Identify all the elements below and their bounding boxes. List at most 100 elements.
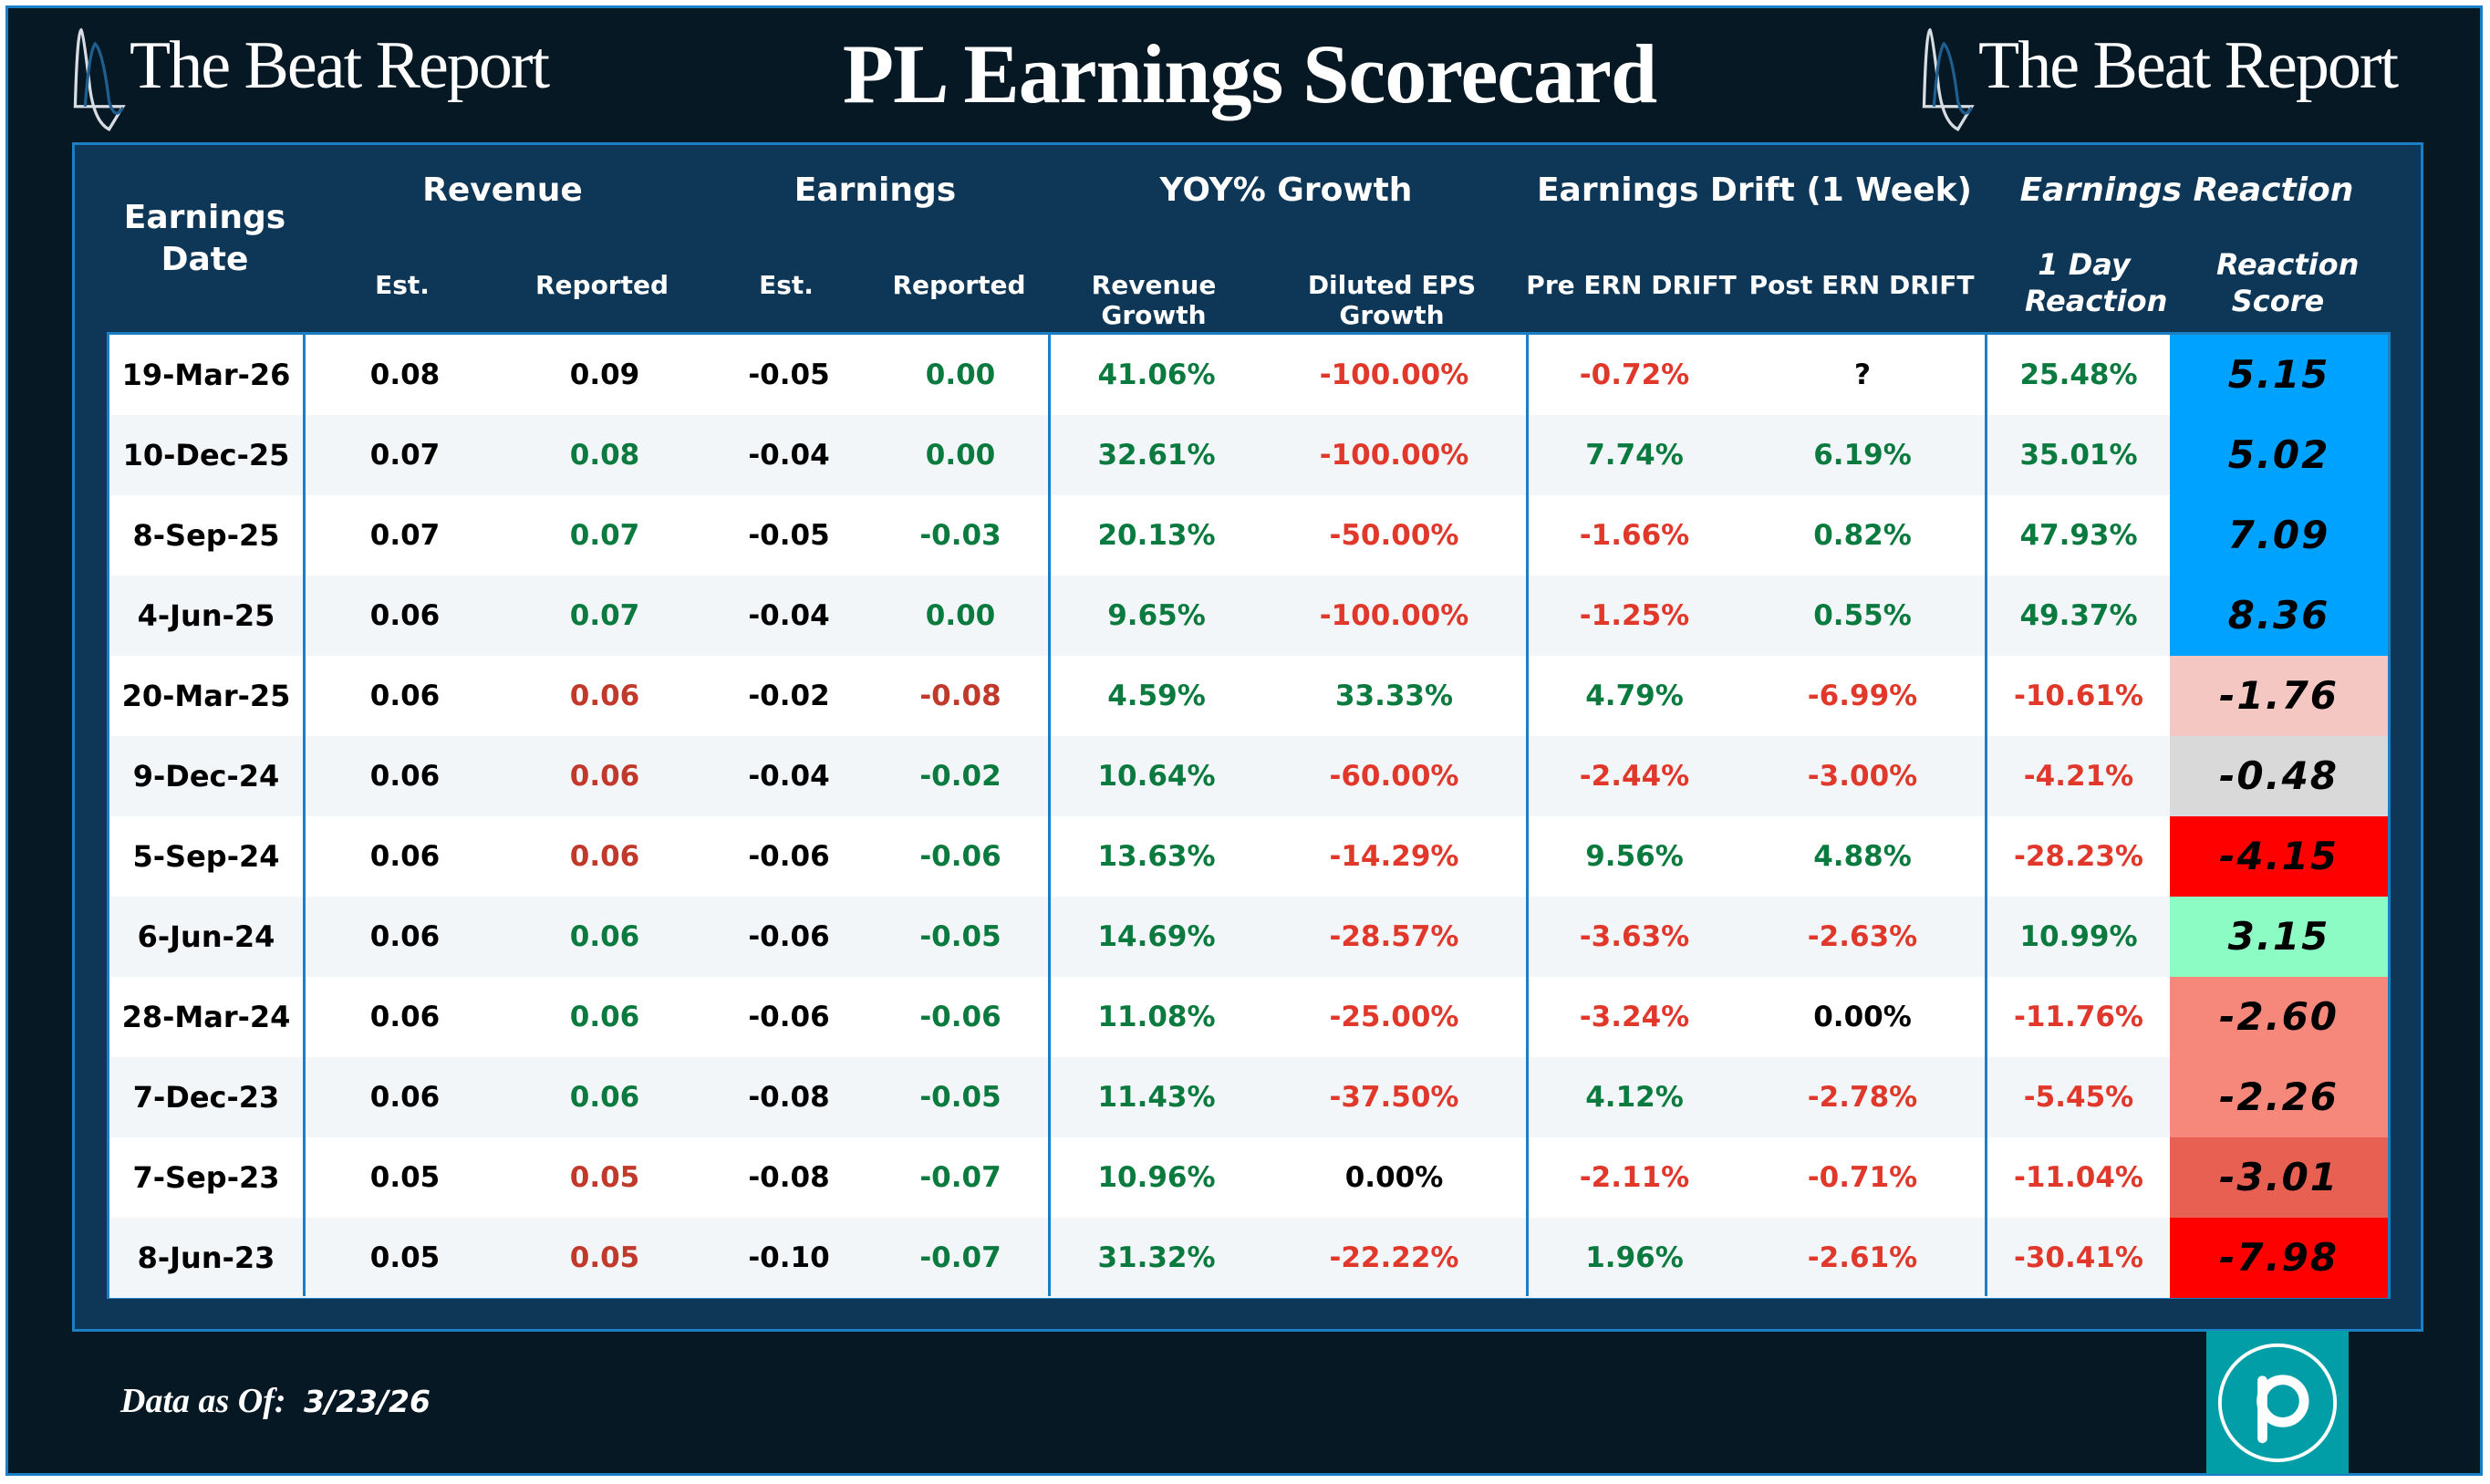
- cell-eps-growth: -22.22%: [1329, 1241, 1459, 1274]
- group-header-earnings: Earnings: [794, 171, 957, 209]
- cell-date: 4-Jun-25: [137, 598, 275, 633]
- cell-revenue-est: 0.06: [369, 760, 441, 793]
- cell-reaction-score: 5.02: [2170, 415, 2388, 495]
- table-row: 7-Dec-23 0.06 0.06 -0.08 -0.05 11.43% -37.50% 4…: [109, 1057, 2388, 1137]
- cell-eps-growth: -14.29%: [1329, 840, 1459, 873]
- cell-date: 8-Sep-25: [132, 518, 280, 553]
- table-row: 10-Dec-25 0.07 0.08 -0.04 0.00 32.61% -100.00%…: [109, 415, 2388, 495]
- cell-revenue-est: 0.08: [369, 358, 441, 391]
- cell-reaction-score: -3.01: [2170, 1137, 2388, 1218]
- cell-pre-drift: -2.11%: [1579, 1161, 1690, 1194]
- cell-1-day-reaction: 25.48%: [2019, 358, 2138, 391]
- column-divider: [1048, 335, 1051, 1296]
- wave-logo-icon: [1922, 27, 1975, 131]
- cell-revenue-reported: 0.06: [569, 840, 640, 873]
- column-header-revenue-est: Est.: [375, 270, 430, 300]
- cell-reaction-score: 5.15: [2170, 335, 2388, 415]
- cell-1-day-reaction: -11.76%: [2014, 1001, 2143, 1033]
- cell-reaction-score: -0.48: [2170, 736, 2388, 816]
- cell-1-day-reaction: -4.21%: [2023, 760, 2134, 793]
- column-header-eps-growth: Diluted EPS Growth: [1307, 270, 1477, 330]
- cell-post-drift: -2.78%: [1807, 1081, 1918, 1114]
- cell-date: 7-Dec-23: [132, 1080, 280, 1115]
- cell-post-drift: -3.00%: [1807, 760, 1918, 793]
- cell-earnings-reported: 0.00: [925, 358, 996, 391]
- cell-revenue-reported: 0.07: [569, 519, 640, 552]
- cell-1-day-reaction: 10.99%: [2019, 920, 2138, 953]
- cell-revenue-est: 0.06: [369, 599, 441, 632]
- cell-1-day-reaction: -28.23%: [2014, 840, 2143, 873]
- cell-reaction-score: 7.09: [2170, 495, 2388, 576]
- cell-revenue-growth: 9.65%: [1107, 599, 1206, 632]
- cell-revenue-reported: 0.06: [569, 760, 640, 793]
- data-as-of: Data as Of: 3/23/26: [120, 1381, 431, 1421]
- cell-post-drift: 6.19%: [1813, 439, 1912, 472]
- cell-revenue-reported: 0.05: [569, 1161, 640, 1194]
- cell-earnings-reported: -0.07: [919, 1161, 1001, 1194]
- cell-revenue-est: 0.07: [369, 519, 441, 552]
- group-header-earnings-reaction: Earnings Reaction: [2019, 171, 2354, 209]
- cell-revenue-growth: 11.43%: [1097, 1081, 1216, 1114]
- cell-revenue-growth: 41.06%: [1097, 358, 1216, 391]
- cell-eps-growth: 33.33%: [1334, 680, 1454, 712]
- cell-pre-drift: 4.79%: [1585, 680, 1684, 712]
- table-row: 28-Mar-24 0.06 0.06 -0.06 -0.06 11.08% -25.00%…: [109, 977, 2388, 1057]
- cell-earnings-est: -0.04: [748, 760, 830, 793]
- table-row: 6-Jun-24 0.06 0.06 -0.06 -0.05 14.69% -28.57% -…: [109, 897, 2388, 977]
- cell-revenue-est: 0.05: [369, 1161, 441, 1194]
- cell-revenue-growth: 13.63%: [1097, 840, 1216, 873]
- table-row: 5-Sep-24 0.06 0.06 -0.06 -0.06 13.63% -14.29% 9…: [109, 816, 2388, 897]
- cell-revenue-growth: 10.96%: [1097, 1161, 1216, 1194]
- cell-eps-growth: -60.00%: [1329, 760, 1459, 793]
- column-header-earnings-est: Est.: [759, 270, 814, 300]
- column-header-revenue-growth: Revenue Growth: [1091, 270, 1217, 330]
- cell-date: 19-Mar-26: [121, 358, 291, 392]
- cell-earnings-est: -0.04: [748, 439, 830, 472]
- brand-name-left: The Beat Report: [130, 27, 550, 103]
- group-header-yoy-growth: YOY% Growth: [1159, 171, 1413, 209]
- cell-eps-growth: 0.00%: [1344, 1161, 1444, 1194]
- cell-revenue-reported: 0.05: [569, 1241, 640, 1274]
- cell-eps-growth: -28.57%: [1329, 920, 1459, 953]
- cell-1-day-reaction: 47.93%: [2019, 519, 2138, 552]
- cell-revenue-growth: 32.61%: [1097, 439, 1216, 472]
- cell-revenue-reported: 0.06: [569, 920, 640, 953]
- column-header-revenue-reported: Reported: [534, 270, 669, 300]
- cell-revenue-growth: 14.69%: [1097, 920, 1216, 953]
- cell-earnings-reported: -0.06: [919, 1001, 1001, 1033]
- cell-earnings-reported: 0.00: [925, 439, 996, 472]
- cell-revenue-est: 0.07: [369, 439, 441, 472]
- group-header-earnings-drift: Earnings Drift (1 Week): [1536, 171, 1973, 209]
- cell-eps-growth: -100.00%: [1319, 599, 1469, 632]
- column-header-pre-drift: Pre ERN DRIFT: [1526, 270, 1737, 300]
- table-row: 4-Jun-25 0.06 0.07 -0.04 0.00 9.65% -100.00% -1…: [109, 576, 2388, 656]
- data-as-of-label: Data as Of:: [120, 1382, 286, 1420]
- table-row: 8-Jun-23 0.05 0.05 -0.10 -0.07 31.32% -22.22% 1…: [109, 1218, 2388, 1298]
- cell-reaction-score: -7.98: [2170, 1218, 2388, 1298]
- column-header-earnings-reported: Reported: [892, 270, 1026, 300]
- page-title: PL Earnings Scorecard: [842, 27, 1657, 120]
- cell-date: 5-Sep-24: [132, 839, 280, 874]
- cell-revenue-est: 0.06: [369, 840, 441, 873]
- cell-pre-drift: 1.96%: [1585, 1241, 1684, 1274]
- cell-eps-growth: -25.00%: [1329, 1001, 1459, 1033]
- column-divider: [1526, 335, 1529, 1296]
- cell-date: 8-Jun-23: [137, 1240, 275, 1275]
- column-header-reaction-score: Reaction Score: [2216, 247, 2360, 318]
- scorecard-table: 19-Mar-26 0.08 0.09 -0.05 0.00 41.06% -100.00%…: [107, 332, 2391, 1299]
- table-row: 8-Sep-25 0.07 0.07 -0.05 -0.03 20.13% -50.00% -…: [109, 495, 2388, 576]
- cell-earnings-est: -0.05: [748, 358, 830, 391]
- cell-earnings-reported: -0.03: [919, 519, 1001, 552]
- cell-post-drift: 0.55%: [1813, 599, 1912, 632]
- cell-earnings-reported: -0.05: [919, 920, 1001, 953]
- p-circle-logo-icon: [2206, 1331, 2349, 1474]
- cell-revenue-est: 0.06: [369, 1001, 441, 1033]
- table-row: 7-Sep-23 0.05 0.05 -0.08 -0.07 10.96% 0.00% -2.…: [109, 1137, 2388, 1218]
- data-as-of-date: 3/23/26: [304, 1384, 431, 1419]
- cell-pre-drift: -1.66%: [1579, 519, 1690, 552]
- cell-reaction-score: 3.15: [2170, 897, 2388, 977]
- cell-earnings-est: -0.06: [748, 920, 830, 953]
- table-row: 20-Mar-25 0.06 0.06 -0.02 -0.08 4.59% 33.33% 4.…: [109, 656, 2388, 736]
- brand-logo-right: The Beat Report: [1920, 20, 2399, 131]
- cell-revenue-reported: 0.09: [569, 358, 640, 391]
